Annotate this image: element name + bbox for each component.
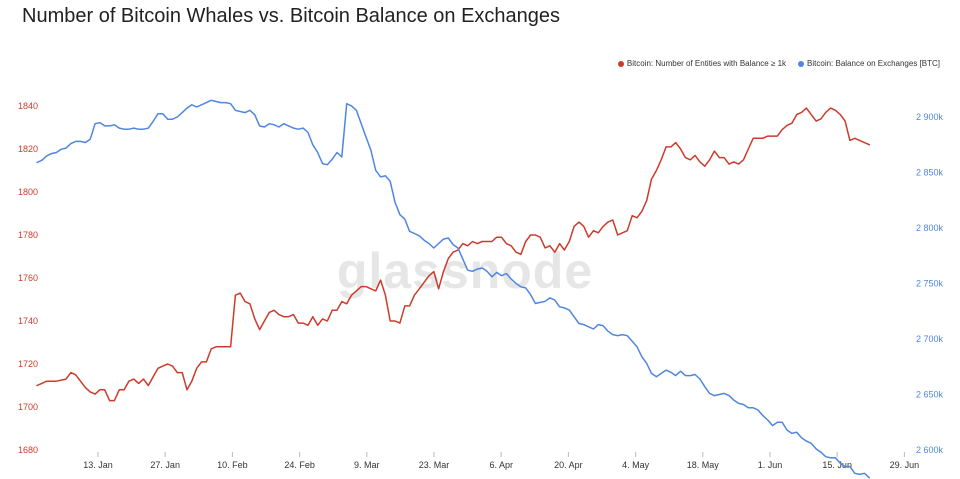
x-axis-tick-label: 1. Jun [758, 460, 783, 470]
left-axis-tick-label: 1680 [18, 445, 38, 455]
left-axis-tick-label: 1760 [18, 273, 38, 283]
right-axis-tick-label: 2 650k [916, 390, 944, 400]
chart-legend: Bitcoin: Number of Entities with Balance… [617, 59, 940, 68]
right-axis-tick-label: 2 800k [916, 223, 944, 233]
right-axis: 2 600k 2 650k 2 700k 2 750k 2 800k 2 850k 2 90… [916, 112, 944, 455]
legend-item-whales[interactable]: Bitcoin: Number of Entities with Balance… [617, 59, 787, 68]
x-axis-tick-label: 6. Apr [489, 460, 513, 470]
legend-dot-red-icon [617, 60, 624, 67]
left-axis-tick-label: 1720 [18, 359, 38, 369]
x-axis-tick-label: 4. May [622, 460, 650, 470]
x-axis: 13. Jan 27. Jan 10. Feb 24. Feb 9. Mar 23. Ma… [83, 452, 919, 470]
legend-dot-blue-icon [798, 60, 805, 67]
x-axis-tick-label: 13. Jan [83, 460, 113, 470]
x-axis-tick-label: 24. Feb [284, 460, 315, 470]
series-layer [36, 99, 871, 479]
legend-label-exchange-balance: Bitcoin: Balance on Exchanges [BTC] [807, 59, 940, 68]
right-axis-tick-label: 2 900k [916, 112, 944, 122]
left-axis-tick-label: 1700 [18, 402, 38, 412]
x-axis-tick-label: 23. Mar [419, 460, 450, 470]
right-axis-tick-label: 2 700k [916, 334, 944, 344]
x-axis-tick-label: 10. Feb [217, 460, 248, 470]
left-axis-tick-label: 1800 [18, 187, 38, 197]
left-axis-tick-label: 1840 [18, 101, 38, 111]
right-axis-tick-label: 2 600k [916, 445, 944, 455]
legend-item-exchange-balance[interactable]: Bitcoin: Balance on Exchanges [BTC] [798, 59, 940, 68]
x-axis-tick-label: 9. Mar [354, 460, 380, 470]
series-line-exchange-balance[interactable] [36, 99, 871, 479]
x-axis-tick-label: 29. Jun [890, 460, 920, 470]
left-axis-tick-label: 1780 [18, 230, 38, 240]
watermark: glassnode [337, 243, 593, 299]
x-axis-tick-label: 20. Apr [554, 460, 583, 470]
left-axis: 1680 1700 1720 1740 1760 1780 1800 1820 1840 [18, 101, 38, 455]
right-axis-tick-label: 2 850k [916, 168, 944, 178]
x-axis-tick-label: 18. May [687, 460, 720, 470]
chart-title: Number of Bitcoin Whales vs. Bitcoin Bal… [22, 5, 561, 27]
x-axis-tick-label: 15. Jun [822, 460, 852, 470]
left-axis-tick-label: 1740 [18, 316, 38, 326]
left-axis-tick-label: 1820 [18, 144, 38, 154]
right-axis-tick-label: 2 750k [916, 279, 944, 289]
legend-label-whales: Bitcoin: Number of Entities with Balance… [626, 59, 787, 68]
x-axis-tick-label: 27. Jan [150, 460, 180, 470]
series-line-whales[interactable] [36, 107, 871, 402]
